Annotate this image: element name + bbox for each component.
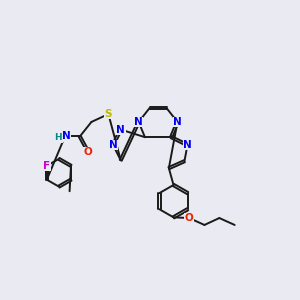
Text: O: O <box>84 147 93 157</box>
Text: S: S <box>105 109 112 119</box>
Text: N: N <box>109 140 117 150</box>
Text: N: N <box>173 117 182 127</box>
Text: O: O <box>185 213 194 223</box>
Text: F: F <box>43 161 50 171</box>
Text: N: N <box>134 117 143 127</box>
Text: N: N <box>183 140 192 150</box>
Text: N: N <box>116 124 125 135</box>
Text: N: N <box>62 131 70 142</box>
Text: H: H <box>55 133 62 142</box>
